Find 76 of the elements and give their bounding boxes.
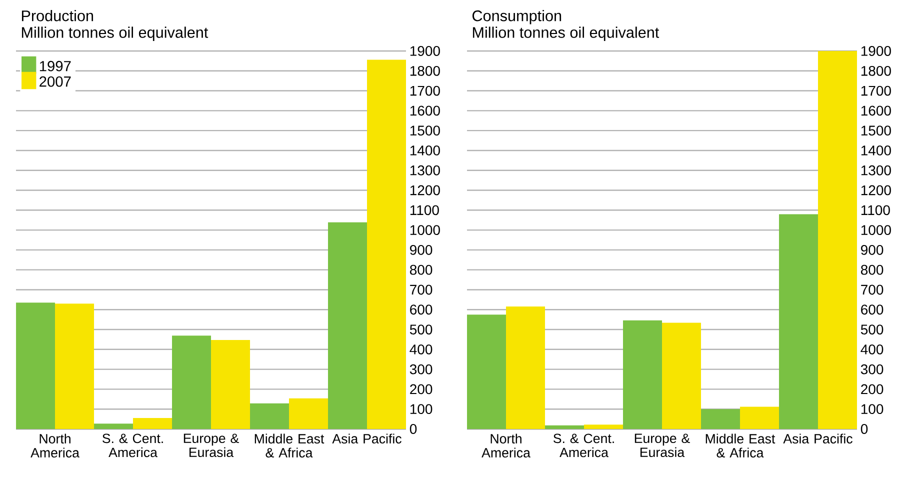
- y-tick-label: 1200: [861, 185, 891, 196]
- y-tick-label: 100: [861, 404, 884, 414]
- y-tick-label: 900: [410, 244, 432, 255]
- chart-title: Production: [22, 10, 94, 22]
- bar: [506, 306, 545, 429]
- chart-subtitle: Million tonnes oil equivalent: [472, 26, 660, 41]
- bar: [778, 214, 818, 429]
- x-tick-label: S. & Cent. America: [102, 434, 163, 458]
- bar: [328, 222, 368, 429]
- bar: [623, 320, 662, 429]
- x-tick-label: Middle East & Africa: [254, 434, 324, 458]
- bar: [545, 425, 584, 429]
- y-tick-label: 800: [410, 264, 432, 275]
- y-tick-label: 1600: [861, 106, 891, 116]
- y-tick-label: 1300: [410, 165, 440, 176]
- x-tick-label: Asia Pacific: [783, 434, 852, 444]
- y-tick-label: 200: [861, 384, 884, 394]
- y-tick-label: 1100: [410, 205, 439, 216]
- y-tick-label: 0: [410, 424, 417, 434]
- y-tick-label: 600: [410, 304, 432, 315]
- y-tick-label: 0: [860, 424, 868, 434]
- y-tick-label: 700: [861, 284, 884, 295]
- y-tick-label: 1600: [410, 106, 440, 116]
- y-tick-label: 1900: [861, 46, 891, 56]
- chart-title: Consumption: [472, 10, 562, 24]
- y-tick-label: 1300: [861, 165, 891, 176]
- y-tick-label: 1800: [861, 66, 891, 76]
- bar: [172, 336, 212, 429]
- y-tick-label: 1800: [410, 66, 440, 76]
- x-tick-label: North America: [30, 434, 80, 458]
- y-tick-label: 1100: [861, 205, 890, 216]
- bar: [818, 50, 857, 429]
- y-tick-label: 100: [410, 404, 432, 414]
- legend-label: 2007: [40, 76, 71, 87]
- y-tick-label: 1200: [410, 185, 440, 196]
- x-tick-label: Middle East & Africa: [706, 434, 776, 458]
- bar: [467, 314, 506, 429]
- bar: [662, 322, 701, 429]
- bar: [701, 409, 740, 429]
- bar: [94, 424, 134, 429]
- y-tick-label: 1900: [410, 46, 440, 56]
- y-tick-label: 500: [860, 324, 884, 334]
- y-tick-label: 800: [860, 264, 884, 275]
- y-tick-label: 300: [410, 364, 432, 374]
- bar: [740, 406, 779, 429]
- y-tick-label: 1500: [410, 126, 440, 136]
- y-tick-label: 300: [860, 364, 884, 374]
- y-tick-label: 1700: [410, 86, 440, 96]
- y-tick-label: 1000: [410, 225, 440, 236]
- x-tick-label: Asia Pacific: [332, 434, 402, 444]
- y-tick-label: 1400: [861, 146, 891, 156]
- bar: [250, 403, 290, 429]
- y-tick-label: 1000: [861, 225, 891, 236]
- y-tick-label: 700: [410, 284, 432, 295]
- y-tick-label: 400: [410, 344, 432, 354]
- bar: [55, 304, 94, 429]
- bar: [16, 302, 56, 429]
- y-tick-label: 400: [860, 344, 884, 354]
- y-tick-label: 600: [861, 304, 884, 315]
- y-tick-label: 900: [861, 244, 884, 255]
- x-tick-label: S. & Cent. America: [553, 434, 614, 458]
- legend-label: 1997: [40, 60, 71, 72]
- bar: [367, 60, 406, 429]
- x-tick-label: Europe & Eurasia: [634, 434, 690, 458]
- bar: [584, 424, 623, 429]
- bar: [211, 340, 250, 429]
- y-tick-label: 1700: [861, 86, 891, 96]
- x-tick-label: North America: [482, 434, 530, 458]
- y-tick-label: 200: [410, 384, 432, 394]
- y-tick-label: 1400: [410, 146, 440, 156]
- bar: [133, 418, 172, 429]
- y-tick-label: 500: [410, 324, 432, 334]
- y-tick-label: 1500: [861, 126, 891, 136]
- bar: [289, 398, 328, 429]
- chart-subtitle: Million tonnes oil equivalent: [22, 26, 208, 41]
- x-tick-label: Europe & Eurasia: [184, 434, 239, 458]
